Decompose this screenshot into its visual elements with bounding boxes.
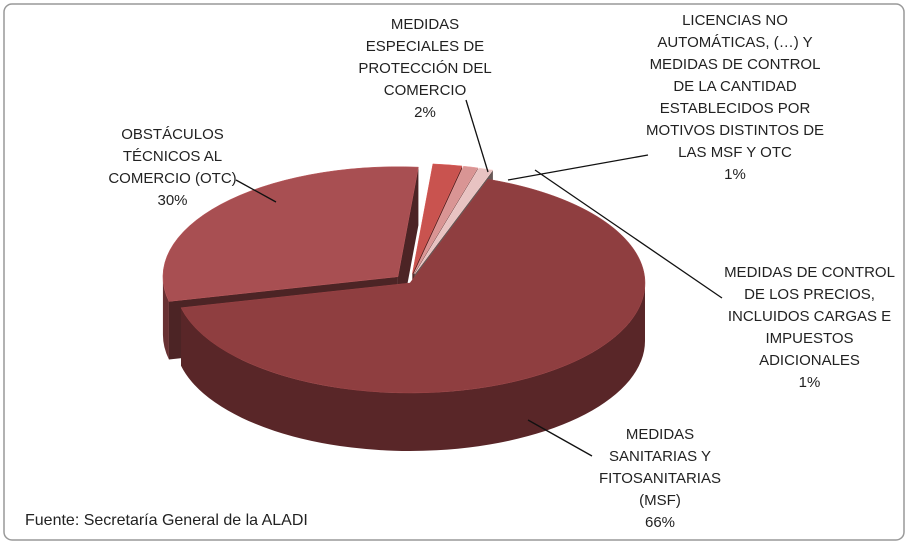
source-note: Fuente: Secretaría General de la ALADI <box>25 512 308 529</box>
leader-line <box>527 419 593 457</box>
category-label: MEDIDAS DE CONTROL DE LOS PRECIOS, INCLU… <box>724 264 895 369</box>
slice <box>180 178 646 394</box>
value-label: 1% <box>724 166 746 183</box>
slice-label: OBSTÁCULOS TÉCNICOS AL COMERCIO (OTC) 30% <box>95 124 250 212</box>
slice-label: MEDIDAS ESPECIALES DE PROTECCIÓN DEL COM… <box>355 14 495 124</box>
slice <box>413 165 479 274</box>
value-label: 1% <box>798 374 821 391</box>
leader-line <box>465 99 489 173</box>
leader-line <box>534 169 723 299</box>
category-label: OBSTÁCULOS TÉCNICOS AL COMERCIO (OTC) <box>108 126 237 187</box>
slice <box>162 166 419 302</box>
slice-wall <box>162 276 169 360</box>
slice-label: MEDIDAS DE CONTROL DE LOS PRECIOS, INCLU… <box>722 262 897 394</box>
category-label: LICENCIAS NO AUTOMÁTICAS, (…) Y MEDIDAS … <box>645 12 825 161</box>
value-label: 30% <box>157 192 188 209</box>
slice <box>412 163 463 274</box>
slice-label: LICENCIAS NO AUTOMÁTICAS, (…) Y MEDIDAS … <box>645 10 825 186</box>
value-label: 66% <box>644 514 676 531</box>
leader-line <box>235 179 277 203</box>
slice-label: MEDIDAS SANITARIAS Y FITOSANITARIAS (MSF… <box>580 424 740 534</box>
value-label: 2% <box>414 104 436 121</box>
slice-wall <box>181 283 645 452</box>
leader-line <box>507 154 649 181</box>
category-label: MEDIDAS SANITARIAS Y FITOSANITARIAS (MSF… <box>599 426 721 509</box>
category-label: MEDIDAS ESPECIALES DE PROTECCIÓN DEL COM… <box>358 16 492 99</box>
slice <box>414 167 494 274</box>
